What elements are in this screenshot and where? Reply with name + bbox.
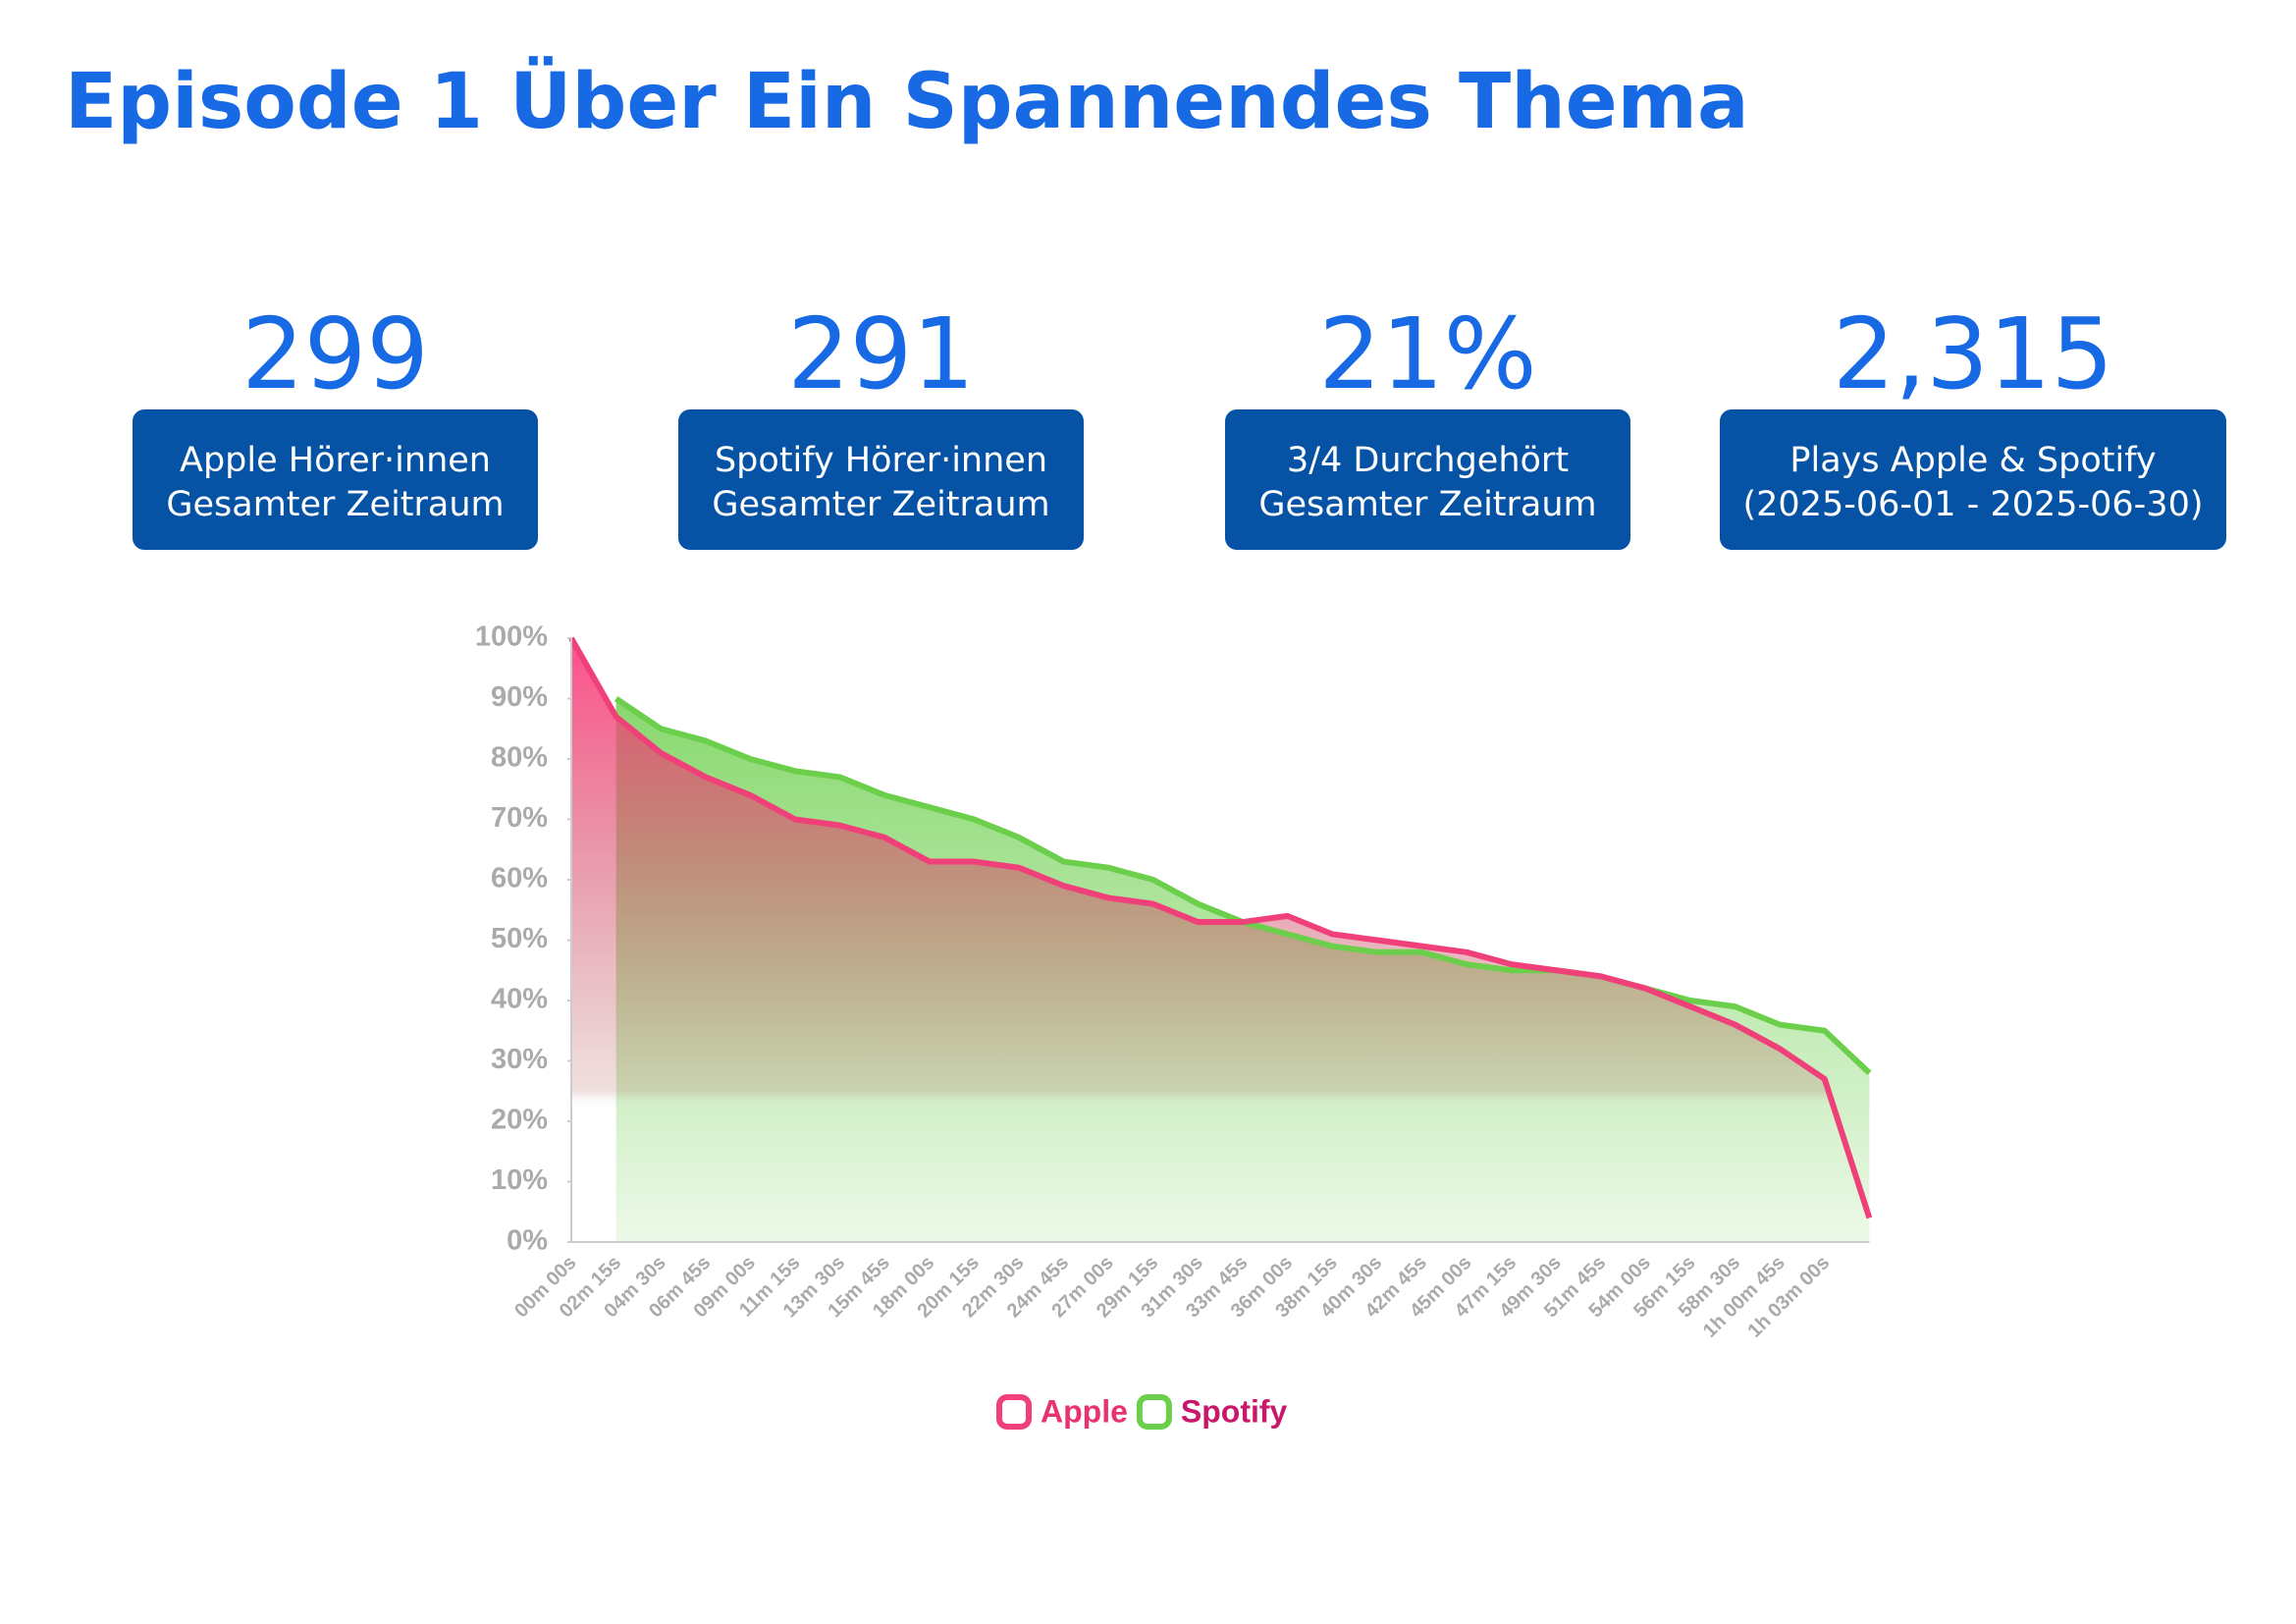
y-tick-label: 50% bbox=[491, 923, 548, 954]
y-tick-label: 40% bbox=[491, 984, 548, 1015]
legend-label: Apple bbox=[1041, 1393, 1128, 1429]
stat-label: Spotify Hörer·innen bbox=[715, 441, 1047, 480]
stat-label: Apple Hörer·innen bbox=[180, 441, 491, 480]
area bbox=[571, 638, 1870, 1242]
y-tick-label: 0% bbox=[507, 1225, 548, 1257]
stat-label: 3/4 Durchgehört bbox=[1287, 441, 1569, 480]
stat-label: Plays Apple & Spotify bbox=[1789, 441, 2156, 480]
stat-label: Gesamter Zeitraum bbox=[712, 485, 1049, 524]
y-tick-label: 70% bbox=[491, 802, 548, 834]
legend-swatch bbox=[1136, 1394, 1172, 1430]
legend-label: Spotify bbox=[1181, 1393, 1288, 1429]
y-tick-label: 60% bbox=[491, 863, 548, 894]
legend-swatch bbox=[996, 1394, 1032, 1430]
page-title: Episode 1 Über Ein Spannendes Thema bbox=[65, 56, 1749, 146]
stat-label: (2025-06-01 - 2025-06-30) bbox=[1743, 485, 2204, 524]
y-tick-label: 100% bbox=[475, 622, 548, 653]
y-tick-label: 20% bbox=[491, 1105, 548, 1136]
stat-card bbox=[1720, 409, 2226, 550]
stat-label: Gesamter Zeitraum bbox=[166, 485, 504, 524]
stat-card bbox=[133, 409, 538, 550]
line bbox=[568, 636, 1873, 1219]
y-tick-label: 90% bbox=[491, 681, 548, 713]
stat-card bbox=[678, 409, 1084, 550]
y-tick-label: 80% bbox=[491, 742, 548, 774]
stat-label: Gesamter Zeitraum bbox=[1258, 485, 1596, 524]
stat-value: 291 bbox=[787, 297, 975, 411]
y-tick-label: 30% bbox=[491, 1044, 548, 1075]
y-tick-label: 10% bbox=[491, 1164, 548, 1196]
stat-value: 299 bbox=[241, 297, 429, 411]
stat-card bbox=[1225, 409, 1630, 550]
stat-value: 21% bbox=[1318, 297, 1536, 411]
stat-value: 2,315 bbox=[1833, 297, 2113, 411]
